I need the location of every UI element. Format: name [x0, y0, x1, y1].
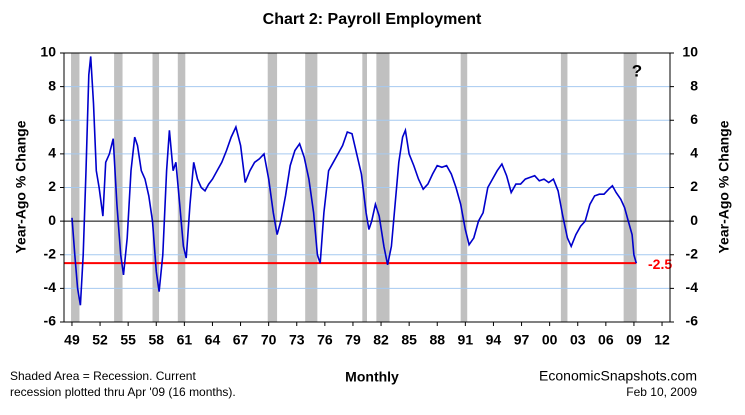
x-tick-label: 12: [654, 332, 670, 348]
x-tick-label: 76: [317, 332, 333, 348]
y2-tick-label: 4: [690, 145, 698, 161]
source: EconomicSnapshots.com: [539, 368, 697, 384]
x-tick-label: 61: [177, 332, 193, 348]
line: [71, 56, 638, 306]
reference-label: -2.5: [648, 256, 672, 272]
x-tick-label: 03: [570, 332, 586, 348]
x-tick-label: 55: [120, 332, 136, 348]
y-tick-label: 2: [48, 178, 56, 194]
x-tick-label: 00: [542, 332, 558, 348]
y2-tick-label: 6: [690, 111, 698, 127]
x-tick-label: 67: [233, 332, 249, 348]
x-tick-label: 09: [626, 332, 642, 348]
x-tick-label: 49: [64, 332, 80, 348]
y-tick-label: -2: [44, 245, 57, 261]
y2-tick-label: -2: [686, 245, 699, 261]
y-axis-label: Year-Ago % Change: [13, 120, 29, 253]
y-tick-label: -6: [44, 313, 57, 329]
y2-tick-label: 8: [690, 77, 698, 93]
x-tick-label: 91: [458, 332, 474, 348]
annotation: ?: [632, 61, 642, 80]
y-tick-label: 0: [48, 212, 56, 228]
x-tick-label: 73: [289, 332, 305, 348]
date: Feb 10, 2009: [626, 385, 697, 399]
x-tick-label: 88: [429, 332, 445, 348]
x-tick-label: 79: [345, 332, 361, 348]
y2-tick-label: 0: [690, 212, 698, 228]
x-tick-label: 97: [514, 332, 530, 348]
y-tick-label: 10: [40, 44, 56, 60]
x-tick-label: 82: [373, 332, 389, 348]
y2-axis-label: Year-Ago % Change: [716, 120, 732, 253]
y2-tick-label: 2: [690, 178, 698, 194]
chart-title: Chart 2: Payroll Employment: [263, 11, 482, 28]
x-axis-label: Monthly: [345, 369, 399, 385]
y-tick-label: 6: [48, 111, 56, 127]
y-tick-label: 8: [48, 77, 56, 93]
x-tick-label: 94: [486, 332, 502, 348]
note: recession plotted thru Apr '09 (16 month…: [10, 385, 236, 399]
x-tick-label: 58: [148, 332, 164, 348]
x-tick-label: 70: [261, 332, 277, 348]
x-tick-label: 85: [401, 332, 417, 348]
x-tick-label: 06: [598, 332, 614, 348]
y2-tick-label: 10: [682, 44, 698, 60]
plot-frame: [63, 52, 671, 323]
x-tick-label: 52: [92, 332, 108, 348]
y-tick-label: 4: [48, 145, 56, 161]
y2-tick-label: -4: [686, 279, 699, 295]
x-tick-label: 64: [205, 332, 221, 348]
y2-tick-label: -6: [686, 313, 699, 329]
y-tick-label: -4: [44, 279, 57, 295]
note: Shaded Area = Recession. Current: [10, 369, 196, 383]
